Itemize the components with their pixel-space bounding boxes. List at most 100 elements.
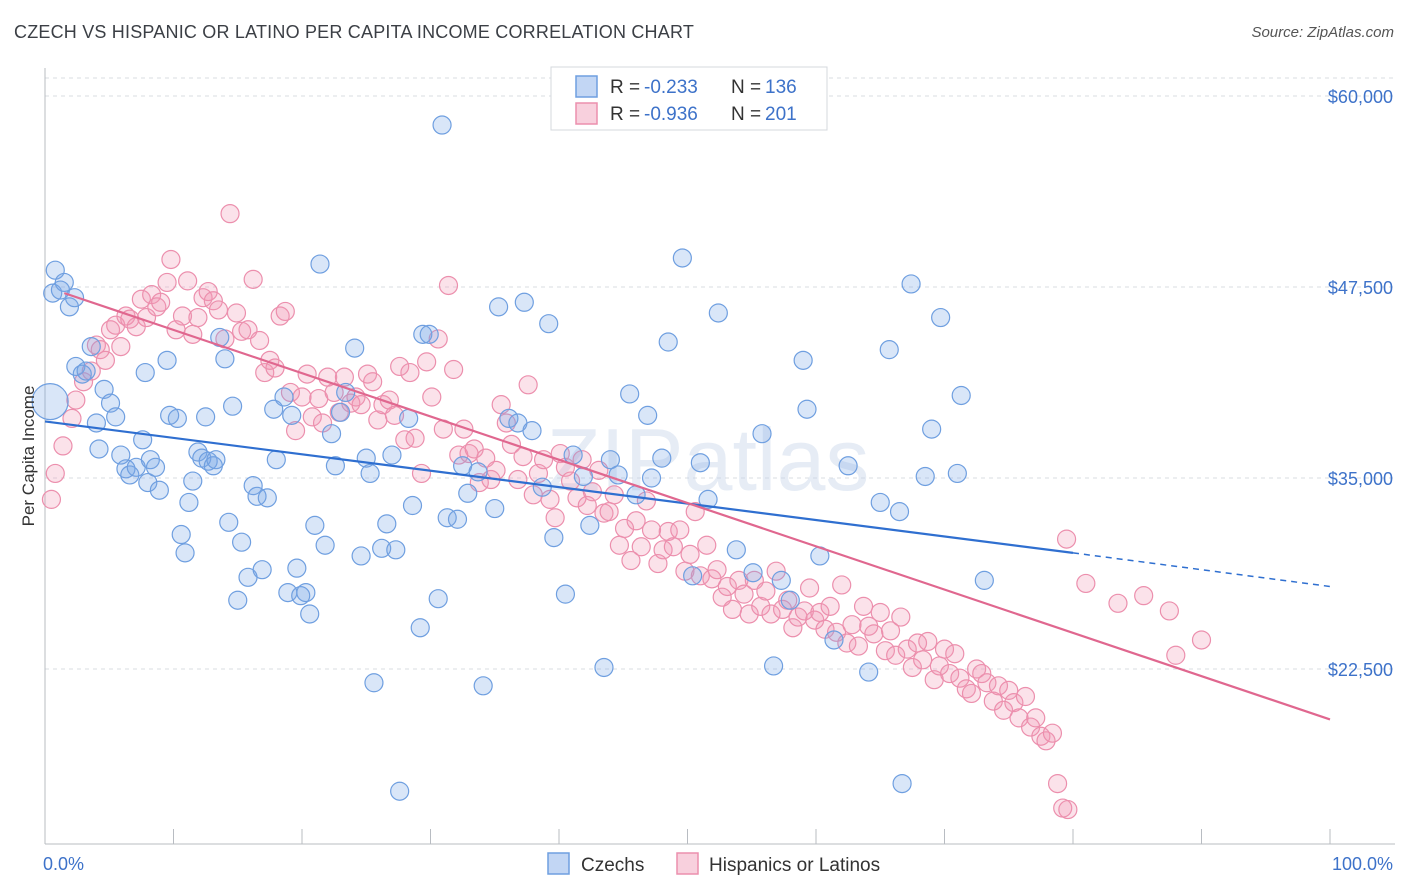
hispanic-point	[232, 321, 252, 341]
hispanic-point	[334, 367, 355, 387]
hispanic-point	[799, 578, 820, 598]
hispanic-point	[913, 650, 933, 670]
czech-point	[752, 424, 772, 444]
czech-point	[296, 582, 316, 603]
hispanic-point	[690, 566, 710, 586]
czech-point	[228, 590, 248, 610]
hispanic-point	[945, 644, 965, 664]
hispanic-point	[285, 421, 306, 441]
hispanic-point	[417, 352, 437, 372]
hispanic-point	[864, 624, 884, 644]
hispanic-point	[1042, 723, 1063, 743]
hispanic-point	[540, 489, 560, 509]
hispanic-point	[243, 269, 263, 289]
hispanic-point	[292, 387, 312, 407]
czech-point	[305, 515, 325, 535]
legend-r-label: R =	[610, 77, 640, 98]
hispanic-point	[886, 645, 906, 665]
hispanic-point	[395, 430, 415, 450]
hispanic-point	[560, 471, 581, 491]
czech-point	[892, 773, 912, 794]
hispanic-point	[621, 550, 641, 571]
x-tick-label: 0.0%	[43, 854, 84, 874]
hispanic-point	[1166, 645, 1186, 665]
czech-point	[824, 630, 844, 650]
czech-point	[428, 589, 448, 609]
hispanic-point	[363, 372, 383, 392]
hispanic-point	[670, 520, 690, 540]
hispanic-point	[636, 491, 656, 511]
hispanic-point	[870, 602, 890, 623]
hispanic-point	[940, 663, 960, 684]
hispanic-point	[275, 301, 295, 322]
czech-point	[974, 570, 994, 590]
czech-point	[196, 407, 216, 427]
czech-point	[658, 332, 678, 352]
hispanic-point	[1056, 529, 1077, 549]
czech-point	[179, 492, 199, 513]
hispanic-point	[848, 636, 869, 656]
hispanic-point	[783, 618, 803, 638]
czech-point	[489, 297, 509, 317]
czech-point	[360, 463, 380, 484]
czech-point	[382, 445, 402, 465]
hispanic-point	[131, 289, 151, 309]
hispanic-point	[875, 641, 895, 661]
y-axis-title: Per Capita Income	[19, 386, 38, 527]
hispanic-point	[172, 306, 193, 326]
czech-point	[652, 448, 672, 468]
czech-point	[708, 303, 728, 323]
czech-point	[437, 508, 457, 528]
czech-point	[838, 456, 858, 476]
hispanic-point	[599, 502, 619, 522]
hispanic-point	[508, 469, 528, 490]
czech-point	[514, 292, 534, 312]
czech-point	[499, 408, 519, 429]
hispanic-point	[161, 249, 181, 270]
czech-point	[771, 570, 791, 590]
czech-point	[372, 538, 392, 558]
czech-point	[539, 314, 559, 334]
czech-point	[266, 450, 286, 470]
hispanic-point	[198, 281, 218, 302]
hispanic-point	[734, 584, 754, 604]
hispanic-point	[178, 271, 198, 291]
hispanic-point	[1058, 799, 1078, 820]
czech-point	[252, 560, 272, 580]
hispanic-point	[717, 576, 737, 597]
czech-point	[402, 495, 423, 516]
czech-point	[291, 586, 311, 606]
hispanic-point	[977, 673, 997, 693]
czech-point	[859, 662, 879, 682]
hispanic-point	[208, 300, 229, 320]
hispanic-point	[842, 615, 862, 635]
hispanic-point	[1004, 693, 1024, 713]
hispanic-point	[918, 631, 938, 652]
hispanic-point	[1159, 601, 1179, 621]
czech-point	[287, 558, 307, 578]
hispanic-point	[751, 596, 771, 616]
czech-point	[931, 307, 951, 328]
legend-r-value: -0.936	[644, 104, 698, 125]
hispanic-point	[722, 599, 743, 620]
hispanic-point	[226, 303, 247, 323]
stats-legend: R = -0.233 N = 136 R = -0.936 N = 201	[550, 66, 828, 131]
hispanic-point	[702, 569, 722, 589]
czech-point	[743, 563, 763, 583]
y-tick-label: $47,500	[1328, 278, 1393, 298]
czech-point	[390, 781, 410, 801]
czech-point	[889, 502, 910, 522]
hispanic-point	[761, 604, 781, 624]
hispanic-point	[1076, 573, 1096, 594]
czech-point	[522, 421, 542, 441]
czech-point	[310, 254, 330, 274]
hispanic-trend-line	[63, 292, 1331, 721]
hispanic-point	[972, 663, 992, 684]
czech-point	[171, 524, 191, 545]
czech-point	[922, 419, 942, 439]
czech-point	[698, 489, 718, 509]
czech-point	[544, 527, 564, 548]
czech-point	[413, 324, 433, 344]
czech-point	[345, 338, 365, 358]
